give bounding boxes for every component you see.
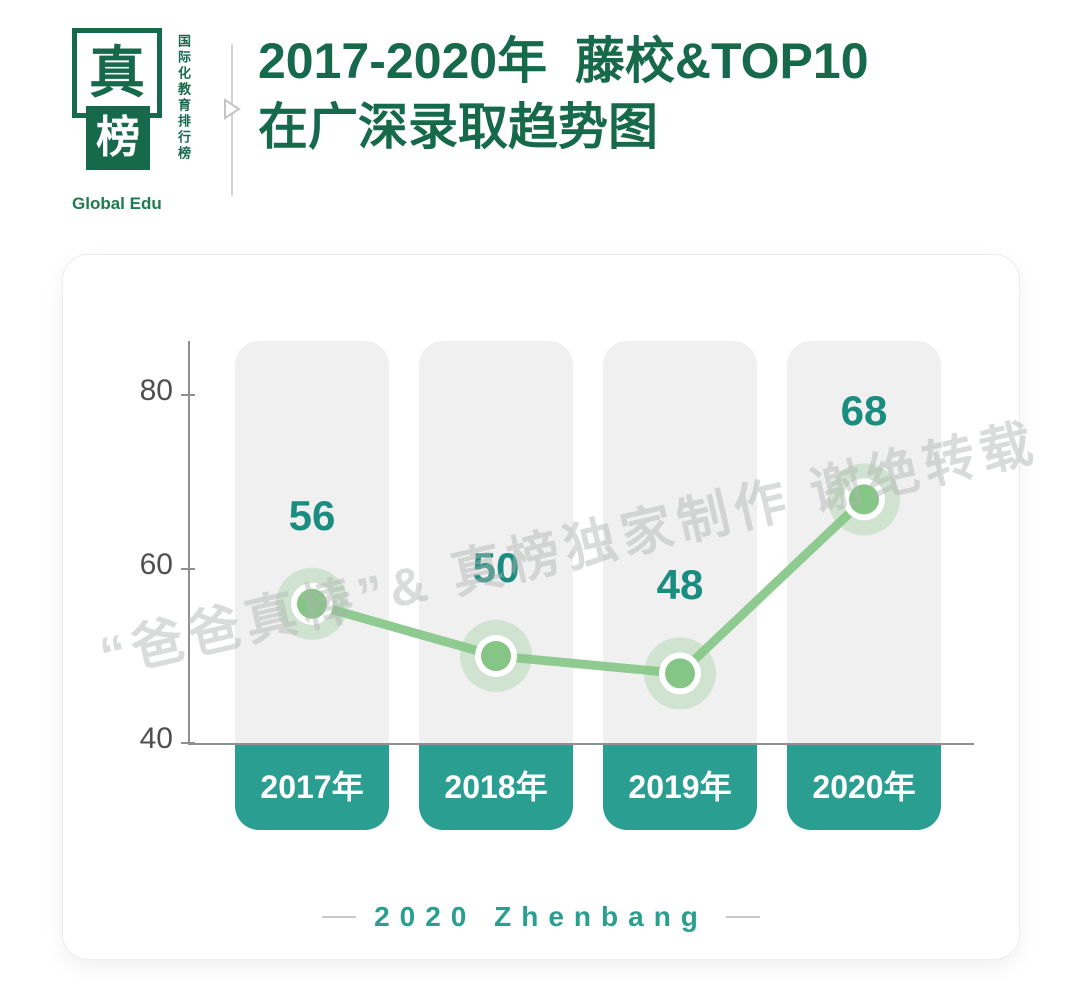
logo-caption: Global Edu (72, 194, 162, 213)
brand-logo: 真 榜 国际化教育排行榜 Global Edu (72, 20, 232, 235)
x-category-label: 2017年 (235, 745, 389, 830)
triangle-icon (224, 98, 241, 120)
y-tick-label-40: 40 (139, 722, 173, 755)
data-point-value: 68 (840, 387, 888, 435)
footer-left-line (322, 916, 357, 918)
logo-char-top: 真 (89, 41, 145, 104)
data-point-value: 56 (288, 491, 336, 539)
logo-frame: 真 (72, 28, 162, 118)
column-band (603, 341, 757, 743)
logo-char-bottom: 榜 (96, 113, 140, 162)
data-point-value: 48 (656, 561, 704, 609)
title-line-2: 在广深录取趋势图 (258, 99, 658, 155)
column-band (419, 341, 573, 743)
x-category-label: 2019年 (603, 745, 757, 830)
y-tick-mark-60 (181, 568, 195, 570)
page-title: 2017-2020年 藤校&TOP10 在广深录取趋势图 (258, 28, 869, 160)
x-category-label: 2020年 (787, 745, 941, 830)
data-point-value: 50 (472, 544, 520, 591)
footer-right-line (725, 916, 760, 918)
title-line-1: 2017-2020年 藤校&TOP10 (258, 33, 869, 89)
x-category-label: 2018年 (419, 745, 573, 830)
plot-area: 80 60 40 2017年 2018年 2019年 2020年 56 50 48 68 (63, 255, 1021, 961)
header-divider (231, 44, 233, 196)
x-axis-line (188, 743, 974, 745)
card-footer: 2020 Zhenbang (63, 901, 1019, 933)
chart-card: 80 60 40 2017年 2018年 2019年 2020年 56 50 48 68 “爸爸真棒… (62, 254, 1044, 961)
y-tick-label-80: 80 (139, 374, 173, 407)
column-band (235, 341, 389, 743)
logo-square: 榜 (86, 106, 150, 170)
y-tick-label-60: 60 (139, 548, 173, 581)
y-axis-line (188, 341, 190, 745)
y-tick-mark-80 (181, 394, 195, 396)
y-tick-mark-40 (181, 742, 195, 744)
footer-label: 2020 Zhenbang (374, 901, 708, 932)
logo-side-text: 国际化教育排行榜 (176, 34, 191, 162)
